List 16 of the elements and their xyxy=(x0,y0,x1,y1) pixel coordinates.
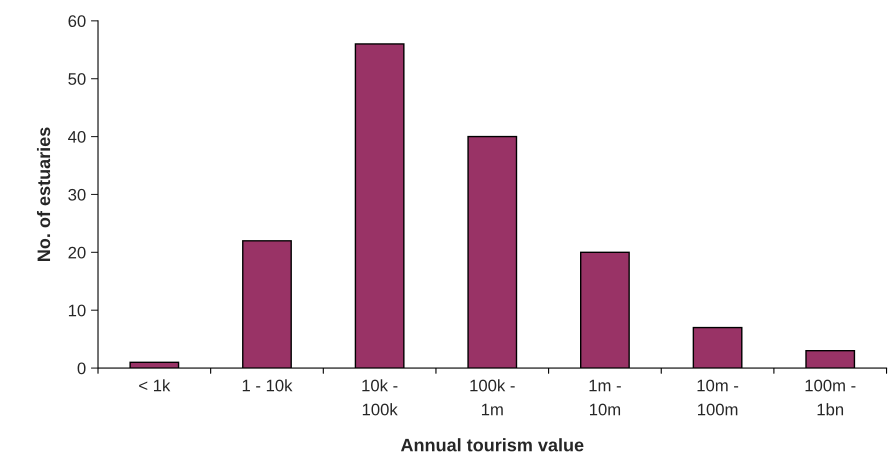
x-tick-label: 1m - 10m xyxy=(590,380,621,416)
x-tick-label: 10m - 100m xyxy=(698,380,738,416)
y-axis-title: No. of estuaries xyxy=(36,127,50,261)
y-tick-label: 30 xyxy=(68,188,86,201)
y-tick-label: 60 xyxy=(68,15,86,28)
y-tick-label: 20 xyxy=(68,246,86,259)
x-tick-label: 100k - 1m xyxy=(470,379,515,416)
y-tick-label: 40 xyxy=(68,130,86,143)
x-tick-label: 1 - 10k xyxy=(242,379,292,392)
x-tick-label: 100m - 1bn xyxy=(806,380,856,416)
y-tick-label: 50 xyxy=(68,73,86,85)
y-tick-label: 0 xyxy=(78,362,86,374)
x-tick-label: < 1k xyxy=(139,379,170,392)
x-tick-label: 10k - 100k xyxy=(362,379,398,416)
y-tick-label: 10 xyxy=(68,304,86,316)
x-axis-title: Annual tourism value xyxy=(400,438,584,452)
